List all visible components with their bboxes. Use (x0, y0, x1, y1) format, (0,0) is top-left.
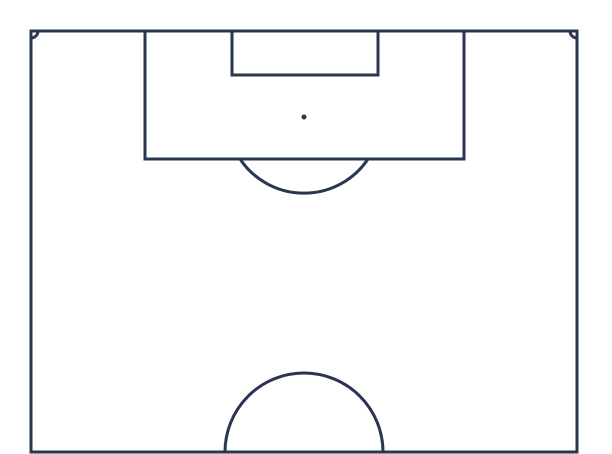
corner-arc-right (568, 30, 578, 40)
penalty-arc (238, 158, 370, 195)
center-circle-half (223, 371, 385, 453)
corner-arc-left (30, 30, 40, 40)
goal-area (230, 29, 380, 77)
penalty-spot (301, 114, 307, 120)
